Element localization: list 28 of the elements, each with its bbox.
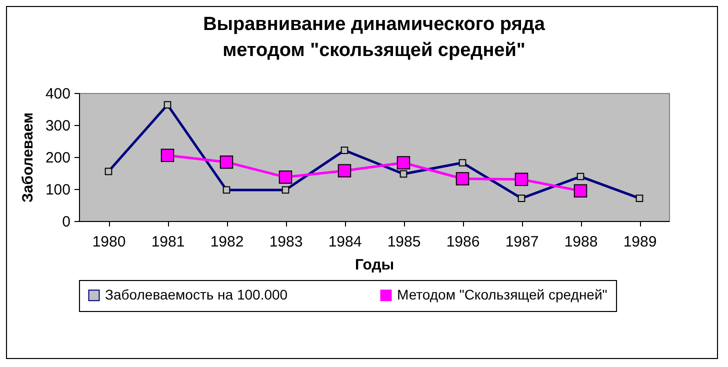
x-tick-label: 1987 [505,234,539,250]
x-tick-label: 1983 [269,234,303,250]
point [514,172,528,186]
x-tick-label: 1981 [151,234,185,250]
y-tick-label: 400 [45,86,70,102]
point [456,172,470,186]
x-tick-label: 1989 [623,234,657,250]
chart-title: Выравнивание динамического ряда методом "скользящей средней" [203,14,546,61]
y-tick-label: 100 [45,182,70,198]
x-tick-label: 1988 [564,234,598,250]
x-axis-title: Годы [354,256,394,274]
x-tick-label: 1986 [446,234,480,250]
point [338,164,352,178]
x-tick-label: 1982 [210,234,244,250]
point [278,170,292,184]
y-tick-label: 200 [45,150,70,166]
y-axis-title: Заболеваем [19,112,36,203]
point [160,148,174,162]
x-tick-label: 1980 [92,234,126,250]
x-tick-label: 1984 [328,234,362,250]
legend-label: Методом "Скользящей средней" [397,286,608,302]
point [574,184,588,198]
y-tick-label: 0 [62,214,70,230]
legend-label: Заболеваемость на 100.000 [105,286,288,302]
x-tick-label: 1985 [387,234,421,250]
point [396,156,410,170]
point [220,155,234,169]
y-tick-label: 300 [45,118,70,134]
